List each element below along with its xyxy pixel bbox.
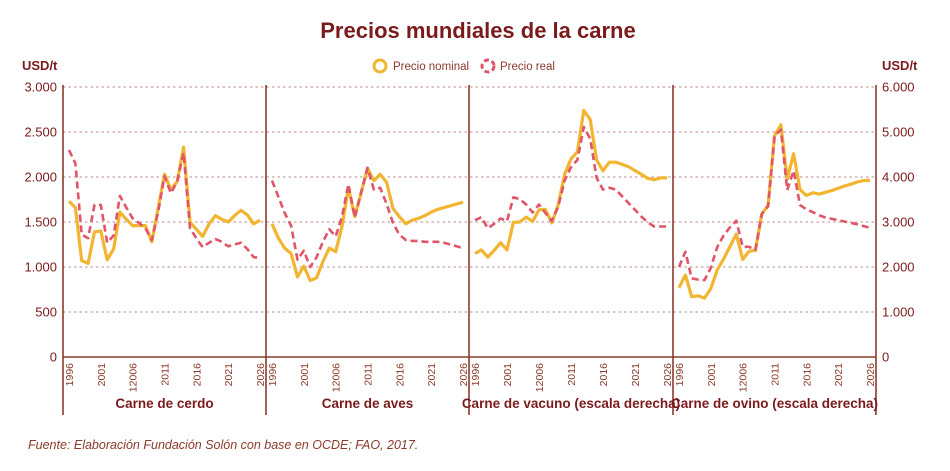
panel-label: Carne de ovino (escala derecha)	[671, 396, 878, 411]
series-precio-real	[270, 166, 464, 269]
left-y-ticks: 0 500 1.000 1.500 2.000 2.500 3.000	[24, 80, 57, 365]
left-y-tick-label: 1.000	[24, 260, 57, 275]
panel-ovino: 1996 2001 12006 2011 2016 2021 2026 Carne de ov…	[671, 123, 878, 411]
series-precio-real	[67, 149, 261, 260]
x-tick-label: 1996	[470, 363, 482, 387]
legend: Precio nominal Precio real	[372, 58, 555, 74]
right-axis-unit: USD/t	[882, 58, 918, 73]
left-y-tick-label: 1.500	[24, 215, 57, 230]
panel-cerdo: 1996 2001 12006 2011 2016 2021 2026 Carne de ce…	[64, 145, 267, 411]
right-y-tick-label: 3.000	[882, 215, 915, 230]
legend-nominal-marker	[372, 58, 388, 74]
x-tick-label: 2026	[865, 363, 877, 387]
left-y-tick-label: 2.500	[24, 125, 57, 140]
panel-label: Carne de cerdo	[115, 396, 213, 411]
x-tick-label: 12006	[128, 363, 140, 392]
x-tick-label: 2026	[255, 363, 267, 387]
x-tick-label: 1996	[674, 363, 686, 387]
x-tick-label: 12006	[738, 363, 750, 392]
x-tick-label: 2011	[566, 363, 578, 386]
left-axis-unit: USD/t	[22, 58, 58, 73]
x-tick-label: 2016	[598, 363, 610, 387]
x-tick-label: 1996	[267, 363, 279, 387]
x-tick-label: 2021	[426, 363, 438, 387]
source-note: Fuente: Elaboración Fundación Solón con …	[28, 438, 418, 452]
panels: 1996 2001 12006 2011 2016 2021 2026 Carne de ce…	[64, 108, 878, 411]
series-precio-nominal	[474, 108, 667, 259]
x-tick-label: 2021	[833, 363, 845, 387]
left-y-tick-label: 3.000	[24, 80, 57, 95]
series-precio-real	[677, 128, 871, 282]
x-tick-label: 2026	[458, 363, 470, 387]
x-tick-label: 2001	[96, 363, 108, 387]
x-tick-label: 2001	[706, 363, 718, 387]
series-precio-real	[474, 125, 667, 230]
left-y-tick-label: 500	[35, 305, 57, 320]
x-tick-label: 12006	[331, 363, 343, 392]
legend-real-marker	[480, 58, 496, 74]
left-y-tick-label: 0	[50, 350, 57, 365]
series-precio-nominal	[677, 123, 871, 300]
right-y-tick-label: 2.000	[882, 260, 915, 275]
x-tick-label: 2016	[801, 363, 813, 387]
x-tick-label: 2001	[502, 363, 514, 387]
gridlines	[63, 86, 876, 313]
chart-title: Precios mundiales de la carne	[320, 18, 635, 43]
axes	[62, 85, 877, 415]
x-tick-label: 2016	[394, 363, 406, 387]
right-y-tick-label: 5.000	[882, 125, 915, 140]
x-tick-label: 2026	[662, 363, 674, 387]
panel-label: Carne de vacuno (escala derecha)	[462, 396, 680, 411]
x-tick-label: 2011	[363, 363, 375, 386]
right-y-tick-label: 4.000	[882, 170, 915, 185]
right-y-ticks: 0 1.000 2.000 3.000 4.000 5.000 6.000	[882, 80, 915, 365]
x-tick-label: 2011	[160, 363, 172, 386]
x-tick-label: 2016	[191, 363, 203, 387]
panel-label: Carne de aves	[322, 396, 414, 411]
x-tick-label: 2021	[223, 363, 235, 387]
x-tick-label: 12006	[534, 363, 546, 392]
panel-vacuno: 1996 2001 12006 2011 2016 2021 2026 Carne de va…	[462, 108, 680, 411]
x-tick-label: 2021	[630, 363, 642, 387]
right-y-tick-label: 0	[882, 350, 889, 365]
legend-real-label: Precio real	[500, 61, 555, 73]
series-precio-nominal	[270, 166, 464, 283]
left-y-tick-label: 2.000	[24, 170, 57, 185]
right-y-tick-label: 1.000	[882, 305, 915, 320]
x-tick-label: 2011	[770, 363, 782, 386]
panel-aves: 1996 2001 12006 2011 2016 2021 2026 Carne de av…	[267, 166, 470, 411]
x-tick-label: 2001	[299, 363, 311, 387]
series-precio-nominal	[67, 145, 261, 265]
right-y-tick-label: 6.000	[882, 80, 915, 95]
legend-nominal-label: Precio nominal	[393, 61, 469, 73]
x-tick-label: 1996	[64, 363, 76, 387]
